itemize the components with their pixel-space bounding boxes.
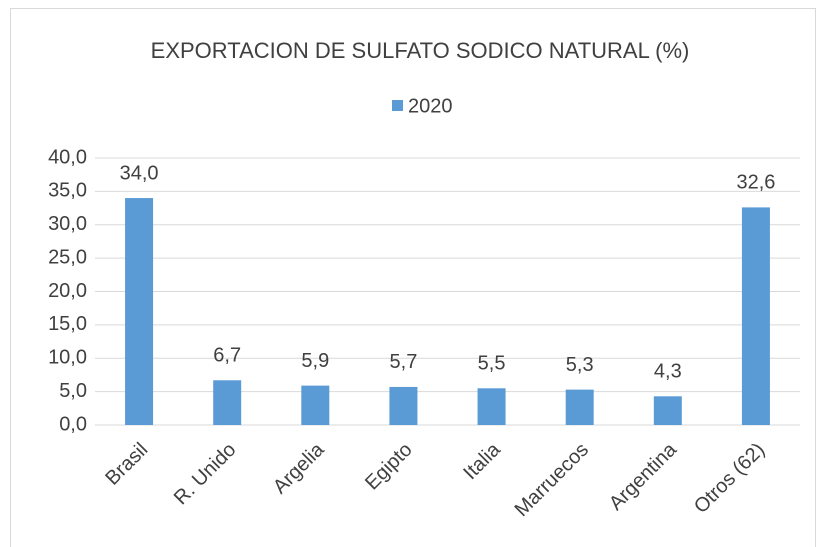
y-tick-label: 10,0: [48, 347, 87, 369]
y-tick-label: 25,0: [48, 246, 87, 268]
bar: [389, 386, 418, 425]
bar: [565, 389, 594, 425]
bar: [301, 385, 330, 425]
data-label: 5,5: [478, 353, 506, 375]
bar: [477, 388, 506, 425]
chart-title: EXPORTACION DE SULFATO SODICO NATURAL (%…: [151, 38, 690, 63]
bar: [741, 207, 770, 425]
bar: [125, 198, 154, 425]
y-tick-label: 0,0: [59, 413, 87, 435]
y-tick-label: 15,0: [48, 313, 87, 335]
bar: [653, 396, 682, 425]
legend-swatch: [392, 100, 403, 111]
legend-label: 2020: [408, 95, 453, 117]
bar: [213, 380, 242, 425]
data-label: 5,7: [390, 351, 418, 373]
data-label: 32,6: [736, 172, 775, 194]
data-label: 4,3: [654, 361, 682, 383]
data-label: 34,0: [120, 162, 159, 184]
y-tick-label: 5,0: [59, 380, 87, 402]
data-label: 6,7: [213, 345, 241, 367]
data-label: 5,3: [566, 354, 594, 376]
y-tick-label: 20,0: [48, 280, 87, 302]
y-tick-label: 30,0: [48, 213, 87, 235]
y-tick-label: 40,0: [48, 146, 87, 168]
y-tick-label: 35,0: [48, 180, 87, 202]
data-label: 5,9: [301, 350, 329, 372]
